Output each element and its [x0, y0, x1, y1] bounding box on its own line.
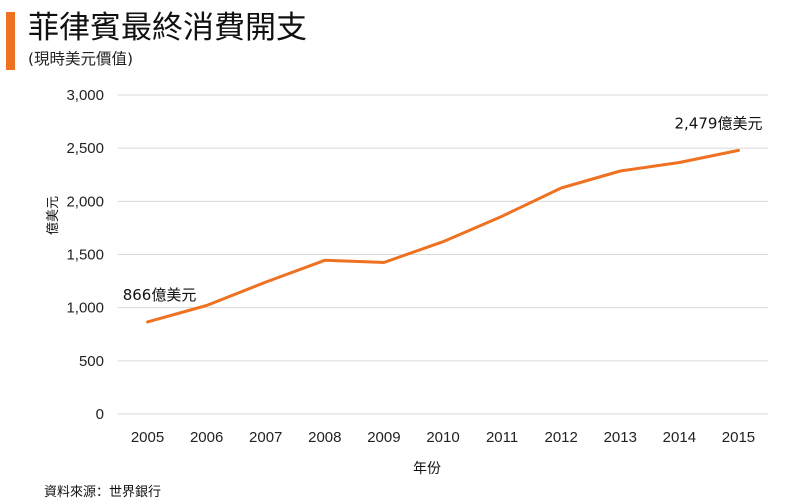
- y-tick-label: 1,500: [66, 247, 104, 264]
- data-annotation: 2,479億美元: [675, 114, 763, 132]
- x-tick-label: 2011: [486, 429, 518, 446]
- source-note: 資料來源：世界銀行: [44, 485, 162, 500]
- y-axis-label: 億美元: [46, 195, 62, 236]
- x-tick-label: 2015: [722, 429, 755, 446]
- x-tick-label: 2014: [663, 429, 696, 446]
- x-axis-ticks: 2005 2006 2007 2008 2009 2010 2011 2012 2013 2014…: [131, 429, 755, 446]
- gridlines: [118, 94, 768, 415]
- y-tick-label: 2,500: [66, 140, 104, 157]
- series-lines: [146, 148, 740, 324]
- data-annotation: 866億美元: [123, 286, 197, 304]
- x-tick-label: 2012: [544, 429, 577, 446]
- x-tick-label: 2008: [308, 429, 341, 446]
- annotations: 866億美元 2,479億美元: [123, 114, 763, 304]
- x-tick-label: 2006: [190, 429, 223, 446]
- title-accent-bar: [6, 12, 15, 70]
- x-tick-label: 2007: [249, 429, 282, 446]
- x-tick-label: 2009: [367, 429, 400, 446]
- y-axis-ticks: 0 500 1,000 1,500 2,000 2,500 3,000: [66, 87, 104, 423]
- y-tick-label: 1,000: [66, 300, 104, 317]
- x-tick-label: 2013: [604, 429, 637, 446]
- y-tick-label: 500: [79, 353, 104, 370]
- y-tick-label: 3,000: [66, 87, 104, 104]
- chart-subtitle: (現時美元價值): [28, 50, 134, 68]
- chart-title: 菲律賓最終消費開支: [28, 10, 307, 46]
- y-tick-label: 2,000: [66, 193, 104, 210]
- x-tick-label: 2010: [426, 429, 459, 446]
- x-axis-label: 年份: [413, 461, 441, 477]
- x-tick-label: 2005: [131, 429, 164, 446]
- y-tick-label: 0: [96, 406, 104, 423]
- series-line: [146, 148, 740, 324]
